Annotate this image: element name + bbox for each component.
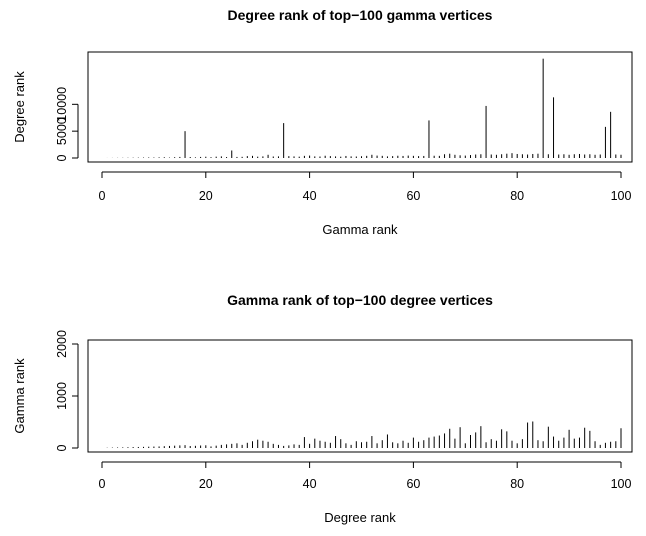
x-tick-label-2-40: 40 [303,477,317,491]
y-tick-label-2-0: 0 [55,444,69,451]
y-tick-label-1-10000: 10000 [55,87,69,122]
plot-frame-2 [87,339,633,453]
x-tick-label-2-100: 100 [611,477,632,491]
x-axis-label-2: Degree rank [324,510,396,525]
x-tick-label-2-20: 20 [199,477,213,491]
chart-title-1: Degree rank of top−100 gamma vertices [228,7,493,23]
x-tick-label-1-0: 0 [99,189,106,203]
x-tick-label-1-100: 100 [611,189,632,203]
y-axis-label-2: Gamma rank [12,358,27,434]
x-tick-label-1-40: 40 [303,189,317,203]
x-tick-label-1-20: 20 [199,189,213,203]
y-tick-label-2-2000: 2000 [55,330,69,358]
chart-title-2: Gamma rank of top−100 degree vertices [227,292,493,308]
y-tick-label-1-5000: 5000 [55,117,69,145]
y-tick-label-1-0: 0 [55,154,69,161]
x-tick-label-2-80: 80 [510,477,524,491]
x-tick-label-2-0: 0 [99,477,106,491]
y-axis-label-1: Degree rank [12,71,27,143]
y-tick-label-2-1000: 1000 [55,382,69,410]
x-tick-label-1-60: 60 [406,189,420,203]
plot-frame-1 [87,51,633,163]
x-tick-label-1-80: 80 [510,189,524,203]
x-tick-label-2-60: 60 [406,477,420,491]
x-axis-label-1: Gamma rank [322,222,398,237]
